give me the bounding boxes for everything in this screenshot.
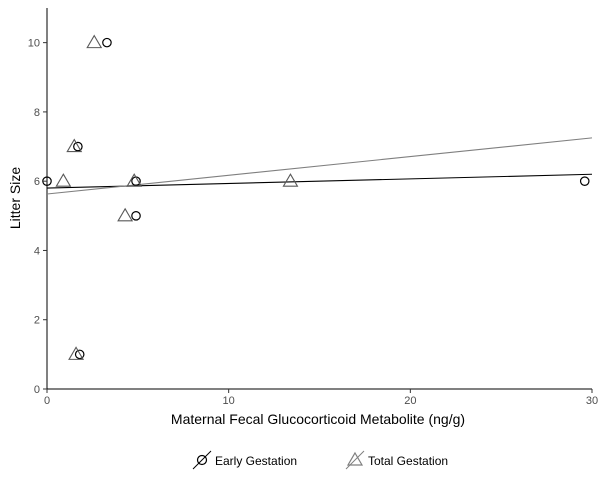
x-tick-label: 0	[44, 395, 50, 407]
data-point-early-gestation	[131, 211, 141, 221]
y-tick-label: 8	[34, 107, 40, 119]
data-point-total-gestation	[55, 173, 72, 187]
legend-item-total-gestation: Total Gestation	[345, 450, 448, 470]
data-point-early-gestation	[42, 176, 52, 186]
y-tick-label: 6	[34, 176, 40, 188]
legend: Early Gestation Total Gestation	[192, 450, 448, 470]
y-tick-label: 0	[34, 384, 40, 396]
y-tick-label: 2	[34, 315, 40, 327]
x-axis-ticks: 0 10 20 30	[44, 389, 598, 407]
plot-area	[42, 8, 593, 390]
data-point-total-gestation	[86, 34, 103, 49]
y-tick-label: 4	[34, 245, 40, 257]
data-point-total-gestation	[66, 138, 83, 153]
data-point-total-gestation	[117, 207, 134, 222]
y-axis-ticks: 0 2 4 6 8 10	[28, 38, 47, 396]
data-point-early-gestation	[579, 176, 590, 186]
x-axis-title: Maternal Fecal Glucocorticoid Metabolite…	[171, 411, 465, 427]
y-axis-title: Litter Size	[7, 167, 23, 229]
data-point-total-gestation	[126, 173, 143, 187]
data-point-early-gestation	[74, 349, 85, 360]
legend-label-early-gestation: Early Gestation	[215, 454, 297, 468]
x-tick-label: 20	[404, 395, 416, 407]
data-point-total-gestation	[282, 173, 299, 187]
circle-marker-icon	[192, 450, 212, 470]
x-tick-label: 30	[586, 395, 598, 407]
data-point-early-gestation	[73, 141, 83, 152]
fit-line-series-1	[46, 137, 593, 195]
y-tick-label: 10	[28, 38, 40, 50]
legend-item-early-gestation: Early Gestation	[192, 450, 297, 470]
x-tick-label: 10	[223, 395, 235, 407]
triangle-marker-icon	[345, 450, 365, 470]
data-point-early-gestation	[102, 37, 112, 48]
data-point-total-gestation	[68, 346, 85, 360]
legend-label-total-gestation: Total Gestation	[368, 454, 448, 468]
